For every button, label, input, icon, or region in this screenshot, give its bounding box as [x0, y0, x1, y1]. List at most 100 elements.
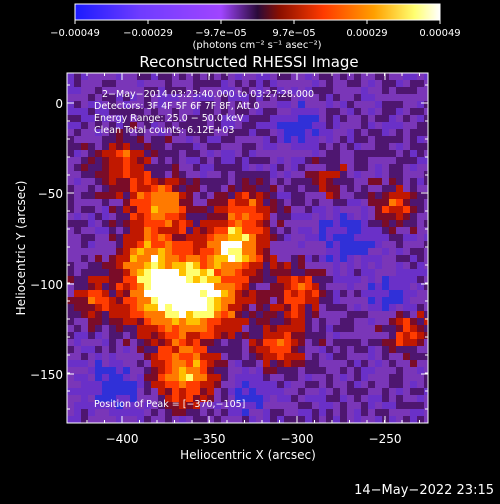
- heatmap-pixel: [235, 248, 243, 256]
- heatmap-pixel: [200, 353, 208, 361]
- heatmap-pixel: [67, 353, 75, 361]
- heatmap-pixel: [214, 346, 222, 354]
- heatmap-pixel: [424, 290, 428, 298]
- heatmap-pixel: [354, 304, 362, 312]
- heatmap-pixel: [165, 150, 173, 158]
- heatmap-pixel: [424, 367, 428, 375]
- heatmap-pixel: [410, 269, 418, 277]
- heatmap-pixel: [158, 73, 166, 81]
- heatmap-pixel: [284, 122, 292, 130]
- heatmap-pixel: [137, 185, 145, 193]
- heatmap-pixel: [193, 360, 201, 368]
- heatmap-pixel: [165, 360, 173, 368]
- heatmap-pixel: [298, 227, 306, 235]
- heatmap-pixel: [179, 402, 187, 410]
- heatmap-pixel: [116, 157, 124, 165]
- heatmap-pixel: [151, 199, 159, 207]
- heatmap-pixel: [284, 255, 292, 263]
- heatmap-pixel: [186, 374, 194, 382]
- heatmap-pixel: [305, 206, 313, 214]
- heatmap-pixel: [375, 80, 383, 88]
- heatmap-pixel: [263, 283, 271, 291]
- heatmap-pixel: [298, 346, 306, 354]
- heatmap-pixel: [375, 192, 383, 200]
- heatmap-pixel: [396, 101, 404, 109]
- heatmap-pixel: [382, 269, 390, 277]
- heatmap-pixel: [137, 416, 145, 423]
- heatmap-pixel: [333, 311, 341, 319]
- heatmap-pixel: [144, 367, 152, 375]
- heatmap-pixel: [88, 248, 96, 256]
- heatmap-pixel: [221, 143, 229, 151]
- heatmap-pixel: [193, 416, 201, 423]
- heatmap-pixel: [123, 311, 131, 319]
- heatmap-pixel: [144, 192, 152, 200]
- heatmap-pixel: [424, 402, 428, 410]
- heatmap-pixel: [144, 346, 152, 354]
- heatmap-pixel: [81, 185, 89, 193]
- heatmap-pixel: [102, 213, 110, 221]
- heatmap-pixel: [144, 73, 152, 81]
- heatmap-pixel: [88, 353, 96, 361]
- heatmap-pixel: [158, 185, 166, 193]
- heatmap-pixel: [186, 213, 194, 221]
- heatmap-pixel: [221, 381, 229, 389]
- heatmap-pixel: [354, 157, 362, 165]
- heatmap-pixel: [361, 395, 369, 403]
- heatmap-pixel: [340, 178, 348, 186]
- heatmap-pixel: [102, 227, 110, 235]
- heatmap-pixel: [375, 241, 383, 249]
- heatmap-pixel: [228, 325, 236, 333]
- heatmap-pixel: [137, 157, 145, 165]
- heatmap-pixel: [144, 108, 152, 116]
- heatmap-pixel: [130, 185, 138, 193]
- heatmap-pixel: [221, 339, 229, 347]
- heatmap-pixel: [186, 311, 194, 319]
- heatmap-pixel: [88, 311, 96, 319]
- heatmap-pixel: [340, 395, 348, 403]
- colorbar-tick-label: −9.7e−05: [195, 28, 247, 39]
- heatmap-pixel: [74, 304, 82, 312]
- heatmap-pixel: [298, 143, 306, 151]
- heatmap-pixel: [417, 360, 425, 368]
- heatmap-pixel: [109, 157, 117, 165]
- heatmap-pixel: [193, 73, 201, 81]
- heatmap-pixel: [403, 94, 411, 102]
- heatmap-pixel: [347, 185, 355, 193]
- heatmap-pixel: [396, 367, 404, 375]
- heatmap-pixel: [263, 115, 271, 123]
- heatmap-pixel: [123, 234, 131, 242]
- heatmap-pixel: [347, 409, 355, 417]
- heatmap-pixel: [319, 346, 327, 354]
- heatmap-pixel: [333, 143, 341, 151]
- timestamp: 14−May−2022 23:15: [354, 483, 494, 498]
- heatmap-pixel: [396, 115, 404, 123]
- heatmap-pixel: [375, 388, 383, 396]
- heatmap-pixel: [298, 290, 306, 298]
- heatmap-pixel: [221, 157, 229, 165]
- heatmap-pixel: [67, 255, 75, 263]
- heatmap-pixel: [214, 129, 222, 137]
- heatmap-pixel: [130, 353, 138, 361]
- heatmap-pixel: [340, 157, 348, 165]
- heatmap-pixel: [410, 353, 418, 361]
- heatmap-pixel: [242, 122, 250, 130]
- heatmap-pixel: [144, 332, 152, 340]
- heatmap-pixel: [165, 381, 173, 389]
- heatmap-pixel: [221, 416, 229, 423]
- heatmap-pixel: [375, 234, 383, 242]
- heatmap-pixel: [333, 178, 341, 186]
- heatmap-pixel: [179, 262, 187, 270]
- heatmap-pixel: [228, 115, 236, 123]
- heatmap-pixel: [242, 178, 250, 186]
- heatmap-pixel: [340, 283, 348, 291]
- heatmap-pixel: [151, 171, 159, 179]
- heatmap-pixel: [81, 220, 89, 228]
- heatmap-pixel: [424, 255, 428, 263]
- heatmap-pixel: [228, 374, 236, 382]
- heatmap-pixel: [424, 311, 428, 319]
- heatmap-pixel: [396, 241, 404, 249]
- heatmap-pixel: [109, 283, 117, 291]
- heatmap-pixel: [389, 297, 397, 305]
- heatmap-pixel: [277, 353, 285, 361]
